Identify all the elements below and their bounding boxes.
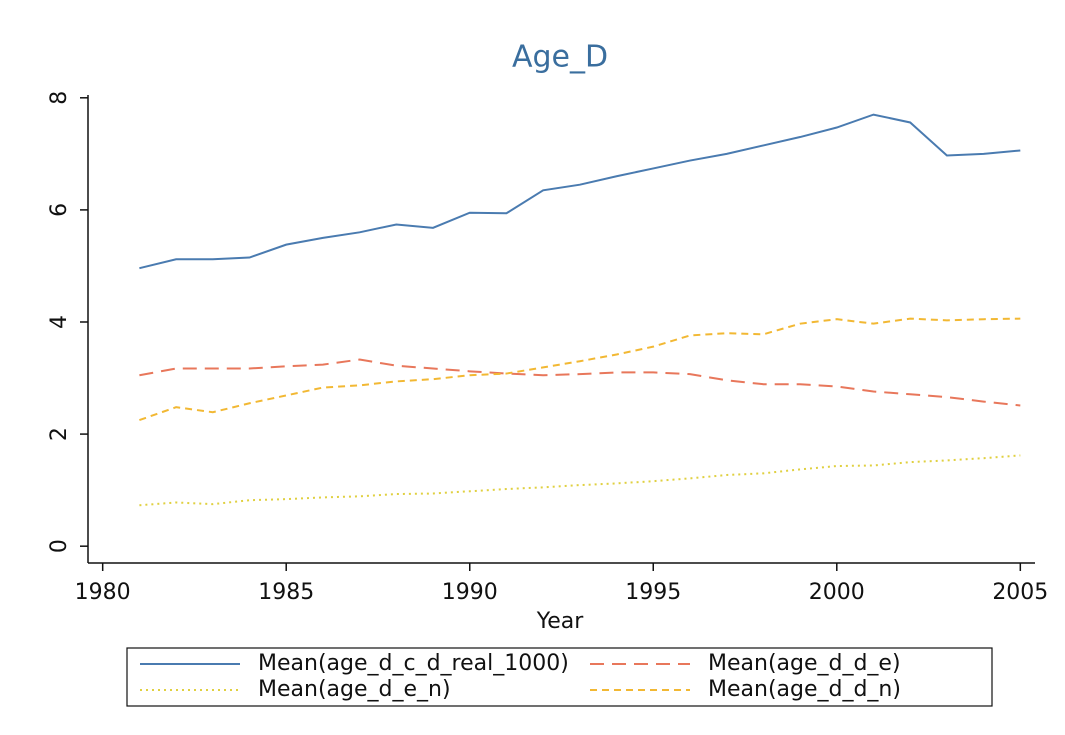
y-tick-label: 4 <box>47 315 72 329</box>
series-line <box>139 113 1021 270</box>
chart-title: Age_D <box>512 40 608 75</box>
x-axis-label: Year <box>536 609 585 634</box>
legend-box <box>126 647 993 707</box>
x-tick-label: 2005 <box>992 580 1048 605</box>
y-tick-label: 0 <box>47 539 72 553</box>
y-tick-label: 8 <box>47 91 72 105</box>
legend-label: Mean(age_d_e_n) <box>258 677 451 702</box>
series-line <box>139 317 1021 422</box>
legend-label: Mean(age_d_d_n) <box>708 677 901 702</box>
series-line <box>139 358 1021 407</box>
x-tick-label: 1980 <box>75 580 131 605</box>
y-tick-label: 6 <box>47 203 72 217</box>
x-tick-label: 1995 <box>625 580 681 605</box>
y-tick-label: 2 <box>47 427 72 441</box>
legend-label: Mean(age_d_c_d_real_1000) <box>258 651 569 676</box>
series-line <box>139 454 1021 507</box>
legend-label: Mean(age_d_d_e) <box>708 651 901 676</box>
x-tick-label: 2000 <box>809 580 865 605</box>
x-tick-label: 1985 <box>258 580 314 605</box>
x-tick-label: 1990 <box>442 580 498 605</box>
